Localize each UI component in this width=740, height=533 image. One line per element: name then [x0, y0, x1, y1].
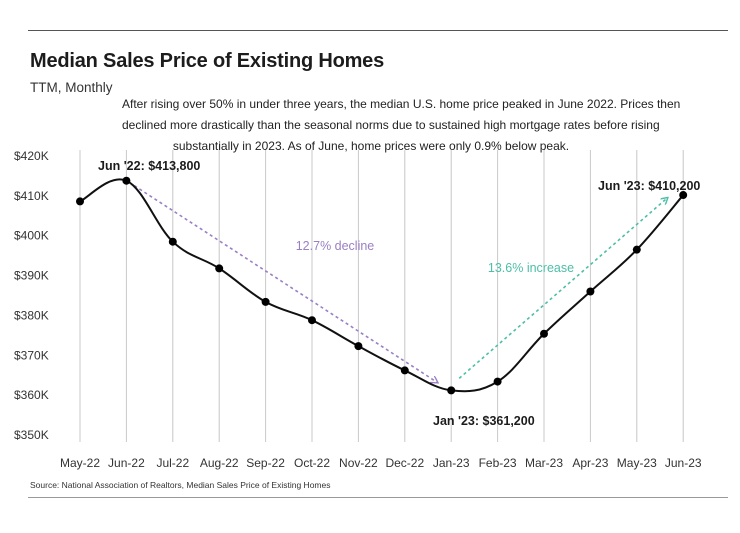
- data-point: [261, 297, 270, 306]
- data-point: [400, 366, 409, 375]
- data-point: [586, 287, 595, 296]
- x-tick-label: Aug-22: [200, 456, 239, 470]
- x-axis: May-22 Jun-22 Jul-22 Aug-22 Sep-22 Oct-22 Nov-…: [60, 456, 702, 470]
- y-tick-label: $370K: [14, 348, 49, 362]
- data-point: [168, 237, 177, 246]
- trend-arrow-label: 13.6% increase: [488, 261, 574, 275]
- chart-title: Median Sales Price of Existing Homes: [30, 50, 385, 72]
- data-point: [354, 342, 363, 351]
- x-tick-label: Jul-22: [156, 456, 189, 470]
- data-point: [493, 377, 502, 386]
- annotations: Jun '22: $413,800 Jan '23: $361,200 Jun '2…: [98, 159, 700, 428]
- x-tick-label: Sep-22: [246, 456, 285, 470]
- top-rule: [28, 30, 728, 31]
- data-point: [122, 176, 131, 185]
- series-line: [79, 178, 684, 393]
- x-tick-label: May-22: [60, 456, 100, 470]
- trend-arrows: 12.7% decline 13.6% increase: [133, 185, 667, 383]
- y-tick-label: $380K: [14, 308, 49, 322]
- data-point: [308, 316, 316, 325]
- x-tick-label: Apr-23: [572, 456, 608, 470]
- trend-arrow: [458, 198, 667, 379]
- data-annotation: Jan '23: $361,200: [433, 414, 535, 428]
- chart-subtitle: TTM, Monthly: [30, 80, 113, 95]
- y-tick-label: $420K: [14, 149, 49, 163]
- x-tick-label: Mar-23: [525, 456, 563, 470]
- description-line: declined more drastically than the seaso…: [122, 118, 660, 132]
- x-tick-label: Jun-22: [108, 456, 145, 470]
- source-note: Source: National Association of Realtors…: [30, 480, 331, 490]
- data-point: [215, 264, 224, 273]
- x-tick-label: Oct-22: [294, 456, 330, 470]
- x-tick-label: Dec-22: [385, 456, 424, 470]
- data-point: [76, 197, 84, 206]
- data-point: [540, 329, 548, 338]
- y-tick-label: $410K: [14, 189, 49, 203]
- x-tick-label: Feb-23: [479, 456, 517, 470]
- trend-arrow-label: 12.7% decline: [296, 239, 375, 253]
- y-tick-label: $400K: [14, 229, 49, 243]
- gridlines: [79, 150, 684, 442]
- chart-description: After rising over 50% in under three yea…: [122, 94, 681, 157]
- data-point: [679, 191, 688, 200]
- x-tick-label: Jan-23: [433, 456, 470, 470]
- data-point: [447, 386, 456, 395]
- x-tick-label: May-23: [617, 456, 657, 470]
- data-points: [76, 176, 688, 395]
- trend-arrow: [133, 185, 437, 383]
- bottom-rule: [28, 497, 728, 498]
- x-tick-label: Nov-22: [339, 456, 378, 470]
- data-point: [632, 245, 641, 254]
- description-line: substantially in 2023. As of June, home …: [172, 139, 570, 153]
- description-line: After rising over 50% in under three yea…: [122, 97, 681, 111]
- x-tick-label: Jun-23: [665, 456, 702, 470]
- y-tick-label: $350K: [14, 428, 49, 442]
- y-tick-label: $360K: [14, 388, 49, 402]
- series-line-path: [79, 178, 684, 393]
- y-tick-label: $390K: [14, 269, 49, 283]
- data-annotation: Jun '22: $413,800: [98, 159, 200, 173]
- data-annotation: Jun '23: $410,200: [598, 179, 700, 193]
- y-axis: $350K $360K $370K $380K $390K $400K $410K $420K: [14, 149, 49, 442]
